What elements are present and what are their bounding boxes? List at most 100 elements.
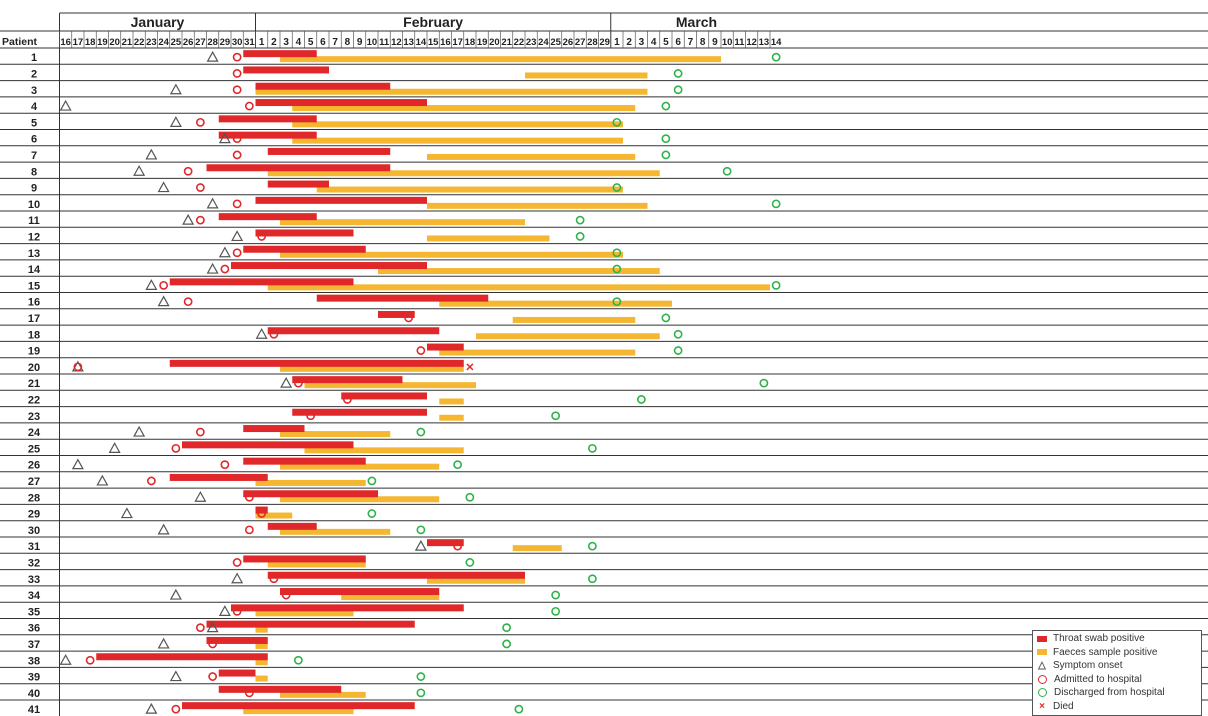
patient-id-label: 7 (31, 150, 37, 162)
symptom-onset-marker (206, 621, 219, 633)
throat-positive-bar (206, 164, 391, 172)
day-tick-label: 27 (195, 37, 206, 48)
discharged-marker (551, 606, 561, 616)
patient-id-label: 4 (31, 101, 38, 113)
symptom-onset-marker (194, 491, 207, 502)
symptom-onset-marker (218, 246, 231, 258)
admitted-marker (232, 199, 242, 209)
faeces-positive-bar (280, 431, 391, 438)
discharged-marker (465, 558, 475, 567)
discharged-marker (612, 183, 622, 192)
day-tick-label: 9 (712, 37, 718, 48)
day-tick-label: 15 (428, 37, 439, 48)
admitted-marker (404, 313, 414, 323)
admitted-marker (171, 704, 181, 714)
legend-label: Faeces sample positive (1053, 646, 1158, 658)
admitted-marker (146, 476, 156, 486)
discharged-marker (673, 69, 683, 78)
legend-label: Admitted to hospital (1054, 673, 1142, 685)
faeces-positive-bar (525, 72, 648, 79)
day-tick-label: 26 (563, 37, 574, 48)
day-tick-label: 24 (538, 37, 549, 48)
faeces-positive-bar (280, 496, 440, 503)
day-tick-label: 17 (452, 37, 463, 48)
discharged-marker (612, 297, 622, 307)
throat-positive-bar (218, 131, 317, 139)
day-tick-label: 12 (746, 37, 757, 48)
admitted-marker (195, 183, 205, 192)
patient-id-label: 23 (28, 411, 40, 423)
patient-id-label: 12 (28, 231, 40, 243)
discharged-marker (575, 215, 585, 225)
throat-positive-bar (169, 278, 354, 286)
faeces-positive-bar (280, 528, 391, 535)
discharged-marker (587, 541, 597, 551)
symptom-onset-marker (59, 654, 72, 665)
admitted-marker (232, 85, 242, 95)
faeces-positive-bar (255, 626, 268, 633)
legend-item-throat: Throat swab positive (1037, 632, 1197, 646)
patient-id-label: 32 (28, 557, 40, 569)
day-tick-label: 11 (734, 37, 745, 48)
admitted-marker (416, 346, 426, 355)
admitted-marker (257, 509, 267, 518)
legend-item-onset: △ Symptom onset (1037, 659, 1197, 673)
admitted-marker (220, 264, 230, 274)
day-tick-label: 14 (771, 37, 782, 48)
faeces-positive-bar (267, 284, 770, 291)
patient-id-label: 3 (31, 85, 37, 97)
faeces-positive-bar (304, 382, 476, 389)
symptom-onset-marker (206, 50, 219, 62)
faeces-positive-bar (439, 414, 464, 421)
admitted-marker (183, 166, 193, 176)
day-tick-label: 23 (146, 37, 157, 48)
discharged-marker (587, 574, 597, 584)
admitted-marker (208, 639, 218, 649)
admitted-marker (269, 329, 279, 339)
faeces-positive-bar (255, 512, 293, 519)
throat-positive-bar (231, 604, 464, 612)
discharged-marker (551, 411, 561, 421)
symptom-onset-marker (169, 670, 182, 682)
throat-positive-bar (255, 99, 427, 107)
legend-symbol-rect (1037, 649, 1047, 656)
symptom-onset-marker (157, 181, 170, 193)
admitted-marker (208, 672, 218, 681)
faeces-positive-bar (341, 594, 440, 601)
admitted-marker (269, 574, 279, 584)
throat-positive-bar (169, 359, 464, 367)
day-tick-label: 16 (440, 37, 451, 48)
throat-positive-bar (243, 50, 317, 58)
day-tick-label: 1 (259, 37, 265, 48)
patient-id-label: 1 (31, 52, 37, 64)
day-tick-label: 23 (526, 37, 537, 48)
day-tick-label: 13 (403, 37, 414, 48)
day-tick-label: 18 (85, 37, 96, 48)
day-tick-label: 7 (332, 37, 338, 48)
admitted-marker (85, 655, 95, 665)
throat-positive-bar (243, 555, 366, 563)
legend-label: Throat swab positive (1053, 633, 1145, 645)
admitted-marker (183, 297, 193, 307)
admitted-marker (342, 395, 352, 404)
admitted-marker (195, 623, 205, 633)
day-tick-label: 25 (171, 37, 182, 48)
faeces-positive-bar (280, 251, 623, 258)
patient-id-label: 8 (31, 166, 37, 178)
day-tick-label: 28 (587, 37, 598, 48)
symptom-onset-marker (133, 165, 146, 176)
legend-item-faeces: Faeces sample positive (1037, 646, 1197, 660)
discharged-marker (293, 655, 303, 665)
throat-positive-bar (182, 702, 415, 710)
symptom-onset-marker (206, 197, 219, 209)
admitted-marker (195, 215, 205, 225)
symptom-onset-marker (108, 442, 121, 453)
faeces-positive-bar (476, 333, 660, 340)
day-tick-label: 20 (109, 37, 120, 48)
discharged-marker (673, 329, 683, 339)
discharged-marker (367, 476, 377, 486)
discharged-marker (587, 443, 597, 453)
day-tick-label: 18 (465, 37, 476, 48)
faeces-positive-bar (292, 105, 636, 112)
symptom-onset-marker (145, 279, 158, 290)
